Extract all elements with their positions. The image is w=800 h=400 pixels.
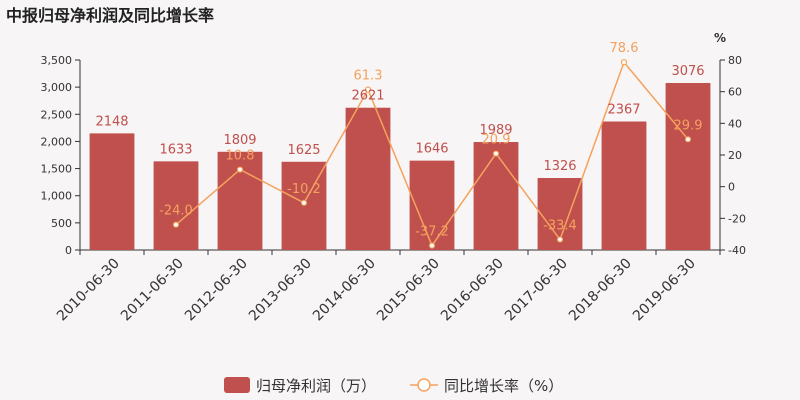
growth-point <box>364 86 372 93</box>
growth-point <box>684 136 692 143</box>
left-axis-tick-label: 3,000 <box>41 81 73 94</box>
chart-title: 中报归母净利润及同比增长率 <box>6 6 215 25</box>
bar-value-label: 2367 <box>607 103 640 118</box>
growth-value-label: 10.8 <box>226 149 255 164</box>
x-axis-tick-label: 2010-06-30 <box>54 256 123 325</box>
right-axis-tick-label: 20 <box>728 149 742 162</box>
legend-line-marker <box>417 378 431 392</box>
x-axis-tick-label: 2019-06-30 <box>630 256 699 325</box>
growth-point <box>300 199 308 206</box>
bar-value-label: 3076 <box>671 64 704 79</box>
bar-value-label: 1646 <box>415 142 448 157</box>
x-axis-tick-label: 2012-06-30 <box>182 256 251 325</box>
right-axis-tick-label: -40 <box>728 244 746 257</box>
x-axis-tick-label: 2013-06-30 <box>246 256 315 325</box>
left-axis-tick-label: 2,500 <box>41 108 73 121</box>
bar-value-label: 2148 <box>95 114 128 129</box>
left-axis-tick-label: 0 <box>65 244 72 257</box>
growth-point <box>556 236 564 243</box>
growth-value-label: -33.4 <box>543 219 577 234</box>
left-axis-tick-label: 1,500 <box>41 163 73 176</box>
bar <box>345 107 391 251</box>
growth-point <box>620 59 628 66</box>
legend-bar-swatch <box>224 377 250 393</box>
bar <box>153 161 199 250</box>
growth-value-label: 78.6 <box>610 41 639 56</box>
legend-line-label: 同比增长率（%） <box>444 377 563 395</box>
growth-value-label: -24.0 <box>159 204 193 219</box>
right-axis-unit: % <box>714 31 726 45</box>
bar <box>601 121 647 251</box>
x-axis-tick-label: 2015-06-30 <box>374 256 443 325</box>
left-axis-tick-label: 500 <box>51 217 72 230</box>
growth-value-label: -10.2 <box>287 182 321 197</box>
growth-point <box>492 150 500 157</box>
growth-value-label: 61.3 <box>354 69 383 84</box>
bar <box>89 133 135 250</box>
bar-value-label: 1326 <box>543 159 576 174</box>
growth-value-label: 29.9 <box>674 118 703 133</box>
bar <box>665 83 711 250</box>
growth-point <box>172 221 180 228</box>
x-axis-tick-label: 2014-06-30 <box>310 256 379 325</box>
left-axis-tick-label: 1,000 <box>41 190 73 203</box>
bar-value-label: 1633 <box>159 142 192 157</box>
left-axis-tick-label: 2,000 <box>41 135 73 148</box>
bar <box>473 142 519 250</box>
x-axis-tick-label: 2011-06-30 <box>118 256 187 325</box>
right-axis-tick-label: 80 <box>728 54 742 67</box>
growth-point <box>236 166 244 173</box>
bar-value-label: 1809 <box>223 133 256 148</box>
x-axis-tick-label: 2016-06-30 <box>438 256 507 325</box>
right-axis-tick-label: 60 <box>728 86 742 99</box>
bar-value-label: 1625 <box>287 143 320 158</box>
bar <box>409 160 455 250</box>
right-axis-tick-label: 40 <box>728 117 742 130</box>
right-axis-tick-label: 0 <box>728 181 735 194</box>
x-axis-tick-label: 2017-06-30 <box>502 256 571 325</box>
growth-point <box>428 242 436 249</box>
growth-value-label: -37.2 <box>415 225 449 240</box>
legend-bar-label: 归母净利润（万） <box>256 377 376 395</box>
bar-value-label: 2621 <box>351 89 384 104</box>
bar-value-label: 1989 <box>479 123 512 138</box>
left-axis-tick-label: 3,500 <box>41 54 73 67</box>
x-axis-tick-label: 2018-06-30 <box>566 256 635 325</box>
growth-value-label: 20.9 <box>482 133 511 148</box>
right-axis-tick-label: -20 <box>728 212 746 225</box>
